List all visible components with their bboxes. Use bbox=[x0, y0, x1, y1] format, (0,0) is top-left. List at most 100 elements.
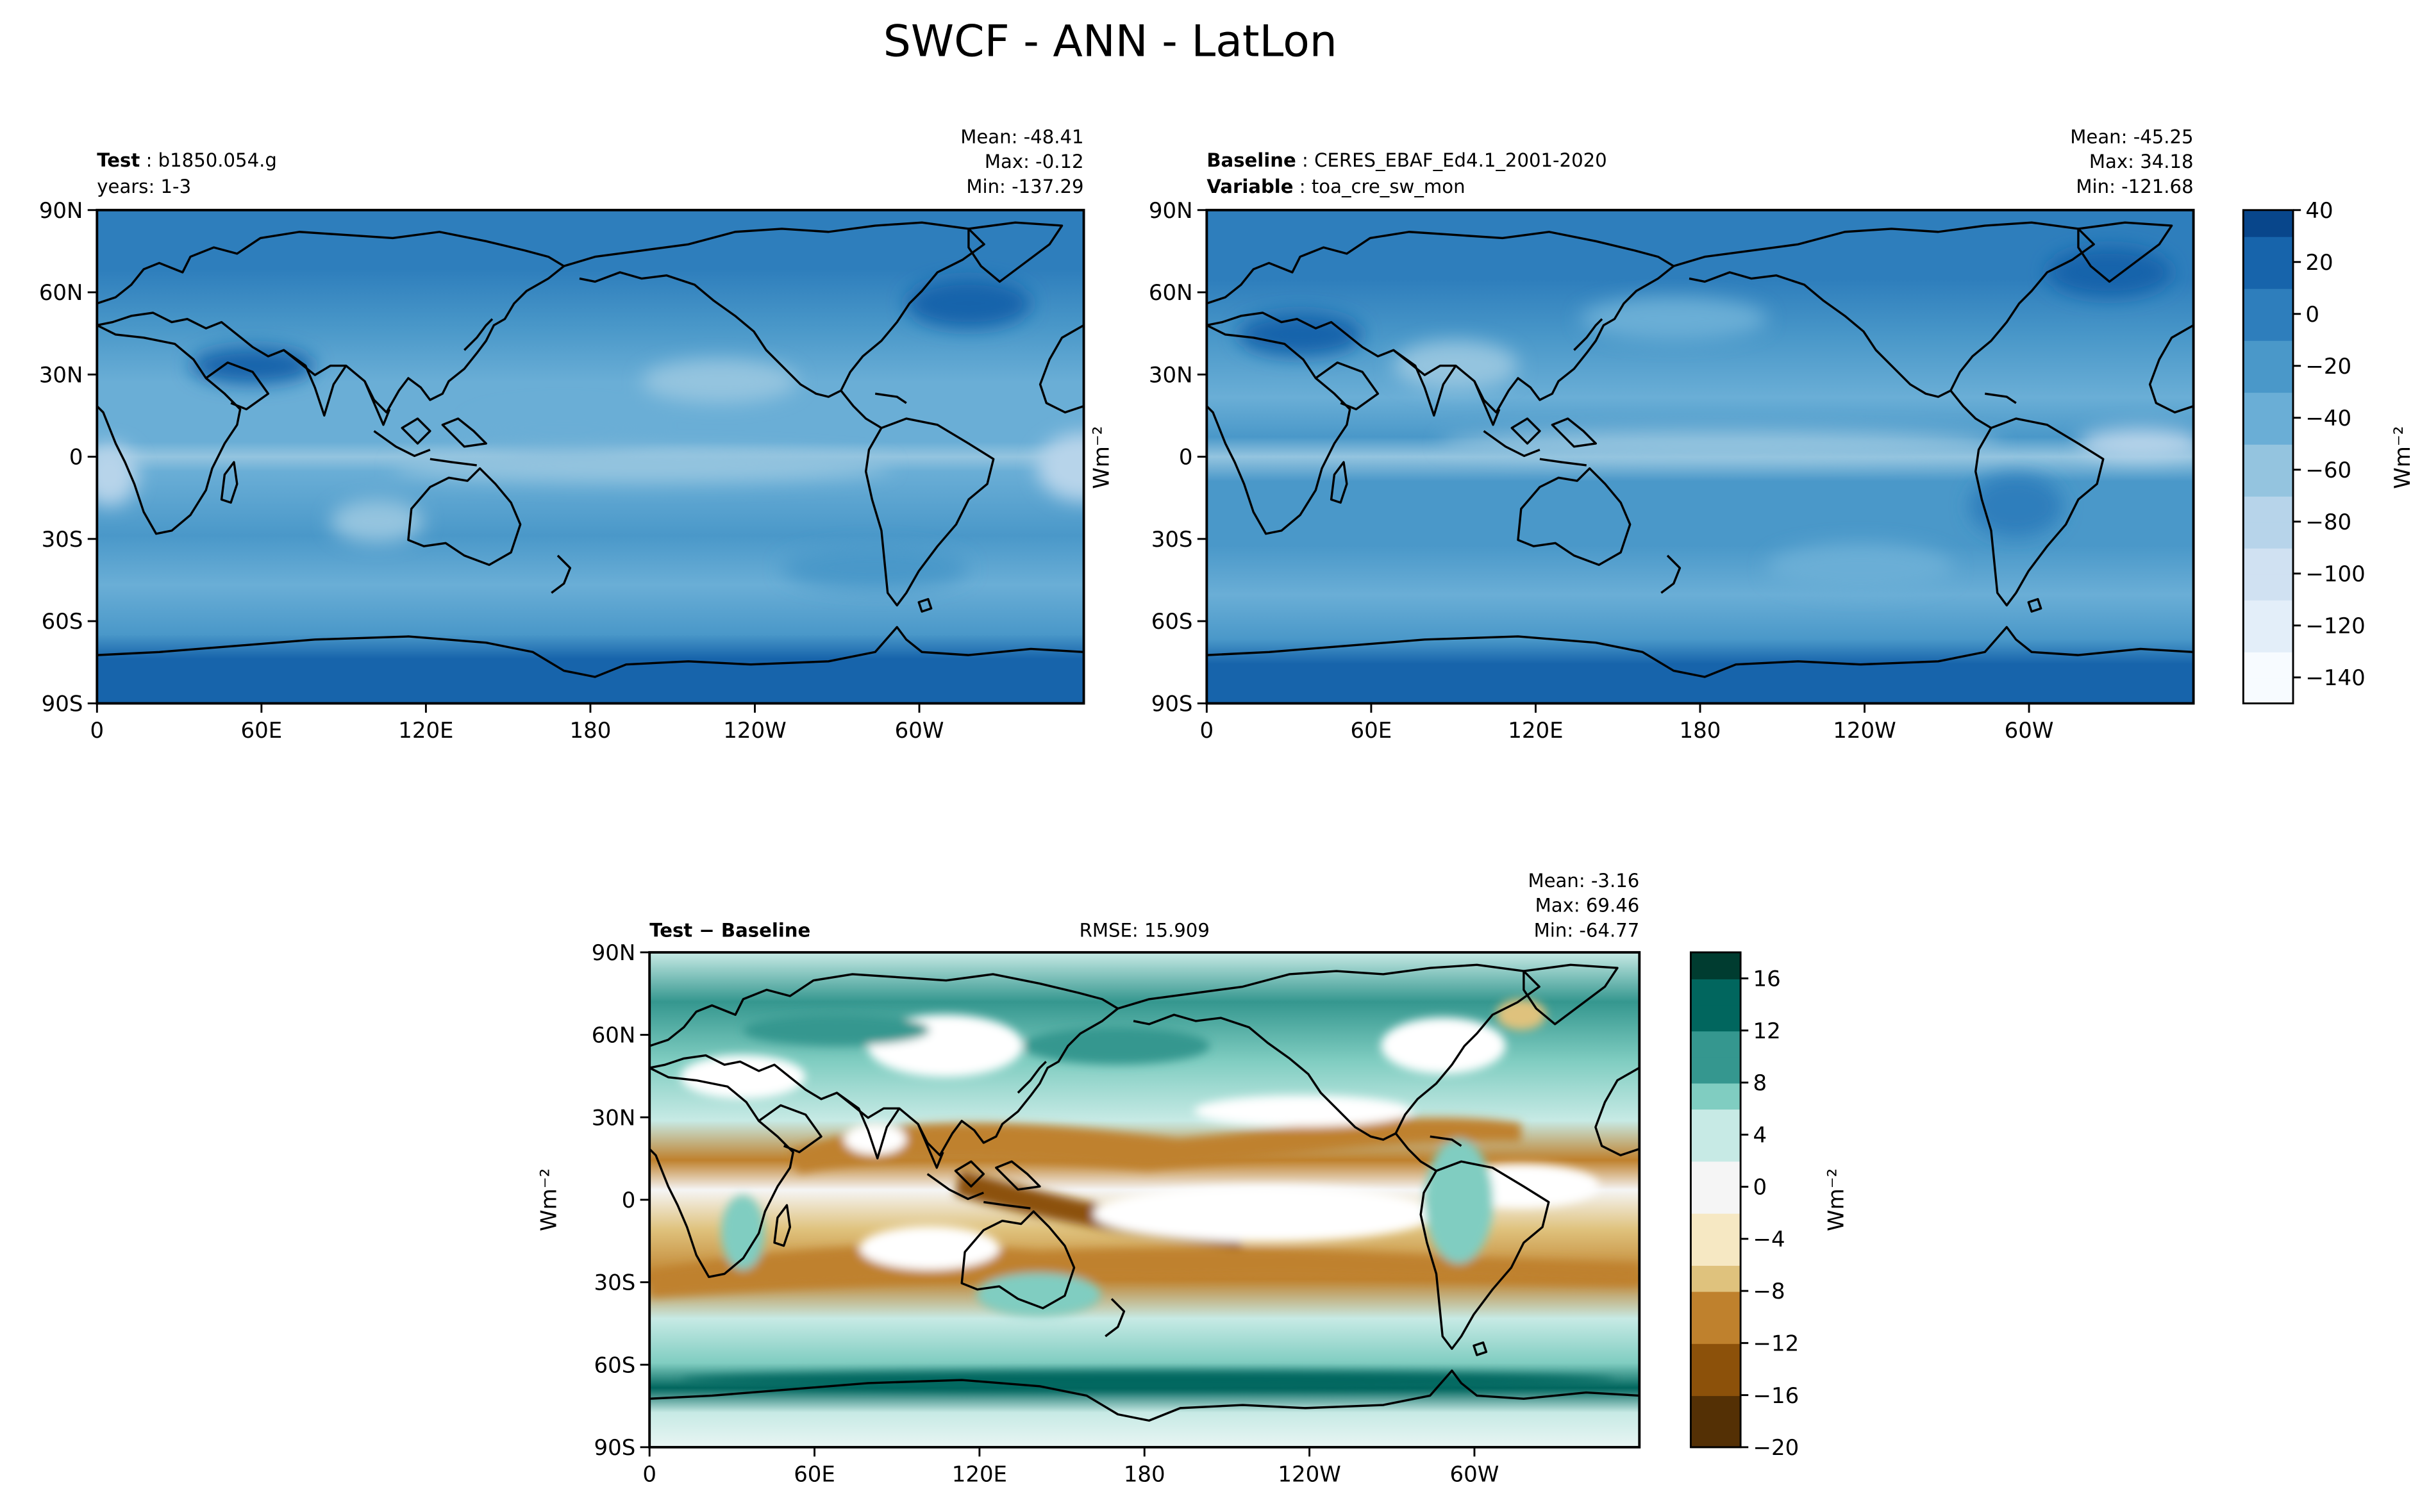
top-colorbar-tick-label: −80 bbox=[2305, 510, 2351, 535]
baseline-max: Max: 34.18 bbox=[2089, 151, 2194, 172]
test-min: Min: -137.29 bbox=[966, 176, 1083, 197]
test-xtick-label: 0 bbox=[90, 718, 104, 744]
baseline-ytick-label: 0 bbox=[1179, 445, 1193, 470]
top-colorbar-swatch bbox=[2243, 495, 2293, 523]
diff-colorbar-swatch bbox=[1690, 1421, 1741, 1449]
diff-colorbar-swatch bbox=[1690, 1004, 1741, 1032]
baseline-xtick-label: 60E bbox=[1351, 718, 1392, 744]
baseline-ytick-label: 30S bbox=[1151, 527, 1193, 552]
test-mean: Mean: -48.41 bbox=[960, 126, 1083, 147]
diff-mean: Mean: -3.16 bbox=[1528, 870, 1640, 892]
baseline-field-detail bbox=[1237, 247, 2194, 594]
test-label: Test : b1850.054.g bbox=[97, 149, 277, 171]
diff-colorbar-swatch bbox=[1690, 1186, 1741, 1214]
diff-label: Test − Baseline bbox=[649, 920, 810, 942]
test-xtick-label: 180 bbox=[570, 718, 612, 744]
test-ytick-label: 0 bbox=[69, 445, 83, 470]
diff-colorbar-tick-label: −4 bbox=[1753, 1227, 1785, 1252]
diff-colorbar-frame bbox=[1689, 951, 1742, 1449]
top-colorbar-tick-label: −140 bbox=[2305, 665, 2365, 691]
top-colorbar-swatch bbox=[2243, 392, 2293, 419]
baseline-var-bold: Variable bbox=[1206, 176, 1293, 197]
diff-panel bbox=[648, 951, 1641, 1449]
diff-colorbar-swatch bbox=[1690, 1108, 1741, 1136]
test-ytick-label: 60N bbox=[39, 280, 83, 306]
diff-colorbar-swatch bbox=[1690, 1317, 1741, 1344]
diff-colorbar-swatch bbox=[1690, 1083, 1741, 1110]
diff-colorbar-tick-label: −16 bbox=[1753, 1383, 1799, 1409]
top-colorbar-swatch bbox=[2243, 444, 2293, 471]
top-colorbar-swatch bbox=[2243, 288, 2293, 315]
diff-ytick-label: 0 bbox=[622, 1188, 636, 1213]
test-sublabel: years: 1-3 bbox=[97, 176, 191, 197]
diff-colorbar-swatch bbox=[1690, 1265, 1741, 1292]
diff-xtick-label: 60E bbox=[794, 1461, 835, 1487]
top-colorbar-tick-label: −20 bbox=[2305, 354, 2351, 379]
top-colorbar-tick-label: 40 bbox=[2305, 198, 2333, 224]
test-max: Max: -0.12 bbox=[985, 151, 1084, 172]
baseline-ytick-label: 90N bbox=[1149, 198, 1193, 224]
diff-xtick-label: 120E bbox=[952, 1461, 1007, 1487]
diff-xtick-label: 60W bbox=[1450, 1461, 1499, 1487]
top-colorbar-swatch bbox=[2243, 547, 2293, 575]
top-colorbar-label: Wm⁻² bbox=[2390, 426, 2416, 489]
diff-colorbar-tick-label: −20 bbox=[1753, 1435, 1799, 1461]
baseline-xtick-label: 0 bbox=[1200, 718, 1214, 744]
baseline-min: Min: -121.68 bbox=[2076, 176, 2193, 197]
top-colorbar-swatch bbox=[2243, 651, 2293, 679]
diff-ytick-label: 30S bbox=[594, 1270, 636, 1296]
diff-ytick-label: 60N bbox=[592, 1023, 636, 1049]
test-xtick-label: 120W bbox=[723, 718, 786, 744]
top-colorbar-swatch bbox=[2243, 469, 2293, 497]
diff-colorbar-swatch bbox=[1690, 1368, 1741, 1397]
top-colorbar-tick-label: −40 bbox=[2305, 406, 2351, 431]
diff-colorbar-swatch bbox=[1690, 1238, 1741, 1266]
baseline-mean: Mean: -45.25 bbox=[2070, 126, 2193, 147]
diff-colorbar-swatch bbox=[1690, 1030, 1741, 1058]
baseline-xtick-label: 120W bbox=[1833, 718, 1896, 744]
diff-max: Max: 69.46 bbox=[1535, 895, 1640, 917]
diff-ytick-label: 30N bbox=[592, 1105, 636, 1131]
diff-ytick-label: 90N bbox=[592, 940, 636, 966]
diff-ytick-label: 90S bbox=[594, 1435, 636, 1461]
top-colorbar-swatch bbox=[2243, 573, 2293, 601]
diff-xtick-label: 120W bbox=[1278, 1461, 1340, 1487]
diff-colorbar-tick-label: 12 bbox=[1753, 1018, 1781, 1044]
diff-colorbar-swatch bbox=[1690, 1291, 1741, 1318]
top-colorbar-swatch bbox=[2243, 625, 2293, 652]
test-xtick-label: 60W bbox=[895, 718, 944, 744]
baseline-panel bbox=[1205, 208, 2195, 705]
test-ytick-label: 60S bbox=[42, 609, 83, 635]
baseline-ytick-label: 90S bbox=[1151, 692, 1193, 717]
baseline-label-sep: : bbox=[1296, 149, 1314, 171]
diff-min: Min: -64.77 bbox=[1534, 920, 1640, 942]
diff-colorbar-swatch bbox=[1690, 1343, 1741, 1370]
diff-colorbar-swatch bbox=[1690, 1134, 1741, 1162]
diff-xtick-label: 180 bbox=[1124, 1461, 1165, 1487]
diff-rmse: RMSE: 15.909 bbox=[1080, 920, 1210, 942]
diff-field-detail bbox=[649, 999, 1640, 1390]
top-colorbar-swatch bbox=[2243, 210, 2293, 237]
top-colorbar-tick-label: −120 bbox=[2305, 613, 2365, 639]
diff-ytick-label: 60S bbox=[594, 1352, 636, 1378]
baseline-label-value: CERES_EBAF_Ed4.1_2001-2020 bbox=[1314, 149, 1607, 171]
top-colorbar-swatch bbox=[2243, 340, 2293, 367]
test-ylabel: Wm⁻² bbox=[1089, 426, 1114, 489]
top-colorbar-swatch bbox=[2243, 417, 2293, 445]
top-colorbar-swatch bbox=[2243, 236, 2293, 263]
test-ytick-label: 90S bbox=[42, 692, 83, 717]
baseline-var-sep: : bbox=[1294, 176, 1312, 197]
diff-colorbar-tick-label: 4 bbox=[1753, 1122, 1767, 1148]
top-colorbar-swatch bbox=[2243, 262, 2293, 289]
baseline-variable: Variable : toa_cre_sw_mon bbox=[1206, 176, 1465, 197]
diff-colorbar-swatch bbox=[1690, 1395, 1741, 1422]
diff-colorbar-tick-label: 16 bbox=[1753, 967, 1781, 992]
top-colorbar-tick-label: 20 bbox=[2305, 250, 2333, 276]
top-colorbar-swatch bbox=[2243, 677, 2293, 704]
diff-colorbar-label: Wm⁻² bbox=[1823, 1168, 1849, 1231]
test-ytick-label: 30S bbox=[42, 527, 83, 552]
diff-colorbar-swatch bbox=[1690, 1056, 1741, 1084]
diff-xtick-label: 0 bbox=[642, 1461, 656, 1487]
